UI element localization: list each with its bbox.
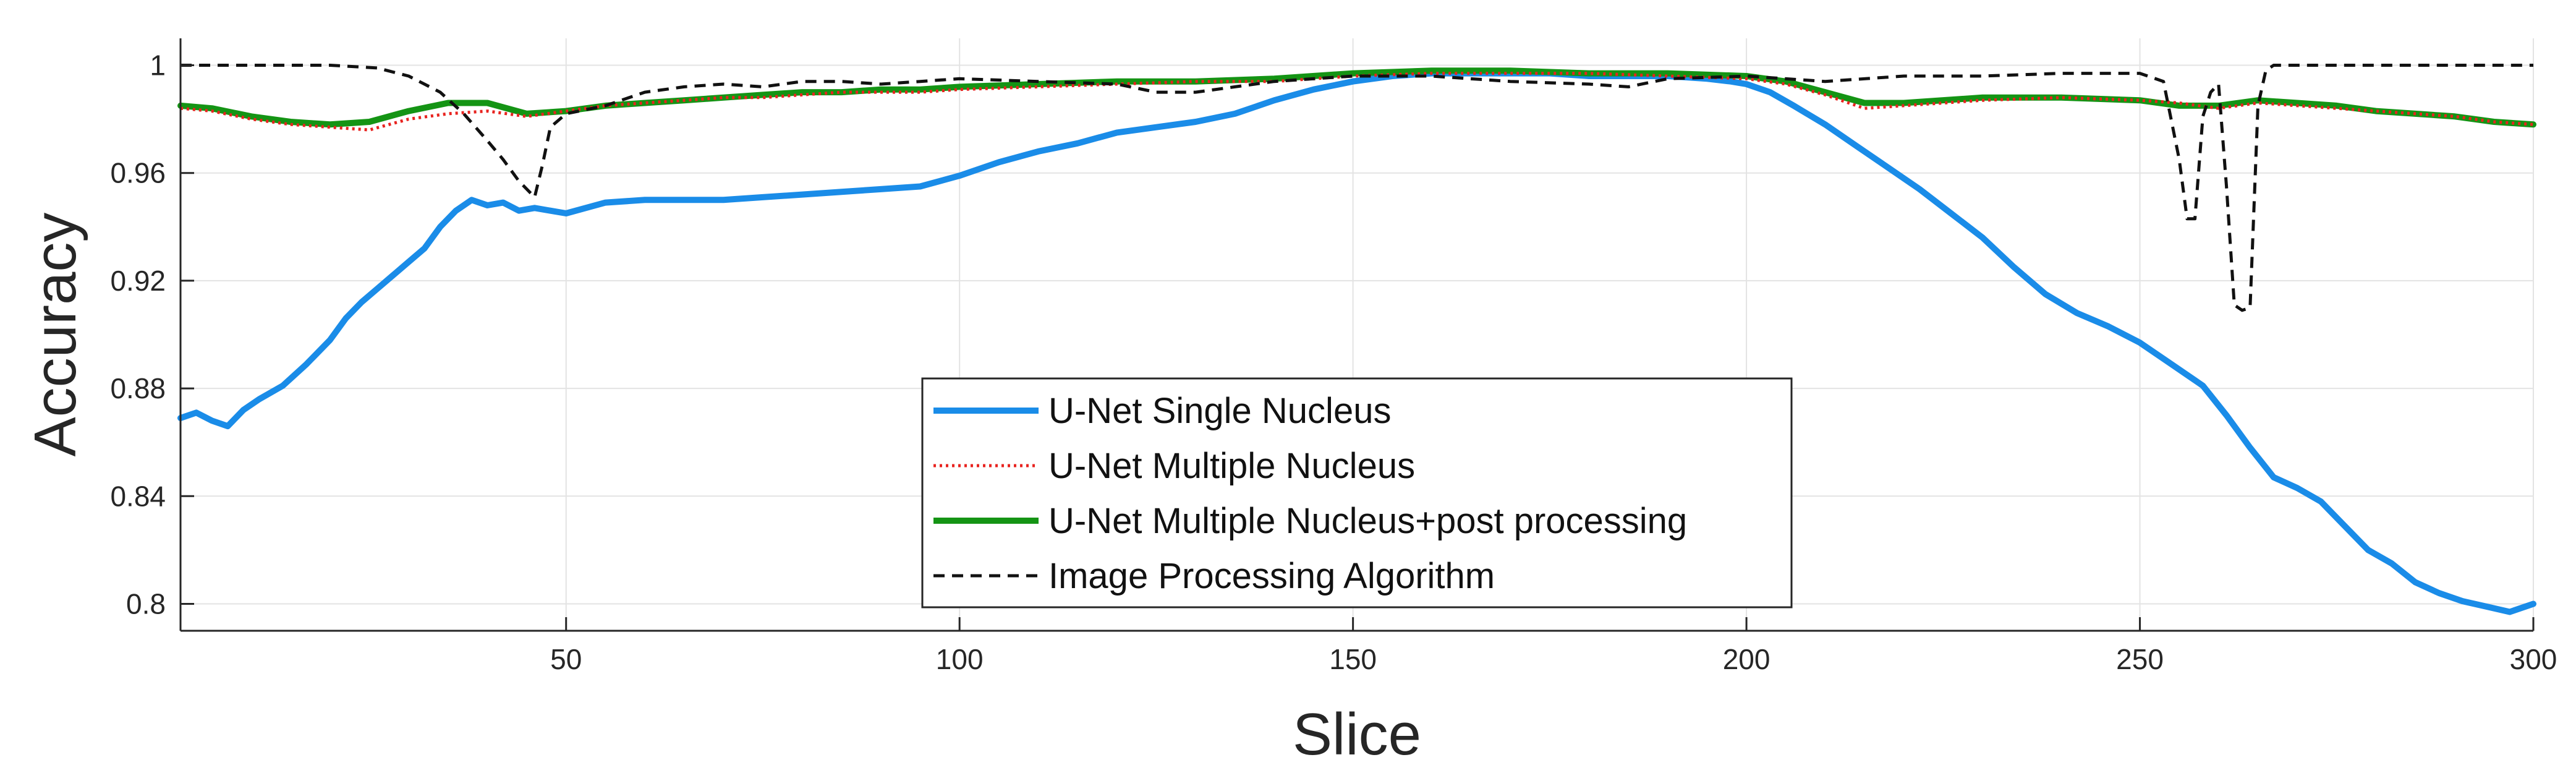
legend: U-Net Single Nucleus U-Net Multiple Nucle…	[921, 377, 1793, 609]
y-tick-label-0_8: 0.8	[126, 587, 166, 620]
y-tick-label-1: 1	[150, 49, 166, 82]
legend-label-image-processing-algorithm: Image Processing Algorithm	[1048, 556, 1495, 596]
x-tick-label-100: 100	[936, 643, 984, 675]
series-line-u-net-multiple-nucleus	[180, 72, 2534, 132]
legend-label-u-net-multiple-nucleus: U-Net Multiple Nucleus	[1048, 446, 1415, 486]
x-tick-label-50: 50	[550, 643, 582, 675]
x-tick-label-200: 200	[1723, 643, 1770, 675]
series-lines	[177, 64, 2536, 615]
series-line-image-processing-algorithm	[181, 64, 2533, 312]
y-tick-label-0_96: 0.96	[110, 157, 166, 189]
x-tick-label-300: 300	[2510, 643, 2557, 675]
tick-labels: 50 100 150 200 250 300 0.8 0.84 0.88 0.92 0.96 1	[110, 49, 2557, 675]
legend-box	[921, 377, 1793, 609]
axes-frame	[179, 38, 2535, 632]
legend-label-u-net-multiple-nucleus-post-processing: U-Net Multiple Nucleus+post processing	[1048, 501, 1687, 541]
y-tick-label-0_92: 0.92	[110, 265, 166, 297]
y-tick-label-0_84: 0.84	[110, 480, 166, 512]
x-tick-label-250: 250	[2116, 643, 2164, 675]
y-axis-label: Accuracy	[22, 213, 88, 457]
x-axis-label: Slice	[1293, 701, 1421, 767]
x-tick-label-150: 150	[1329, 643, 1377, 675]
y-tick-label-0_88: 0.88	[110, 372, 166, 404]
series-line-u-net-single-nucleus	[177, 70, 2536, 615]
series-line-u-net-multiple-nucleus-post-processing	[177, 67, 2536, 128]
legend-label-u-net-single-nucleus: U-Net Single Nucleus	[1048, 391, 1391, 431]
